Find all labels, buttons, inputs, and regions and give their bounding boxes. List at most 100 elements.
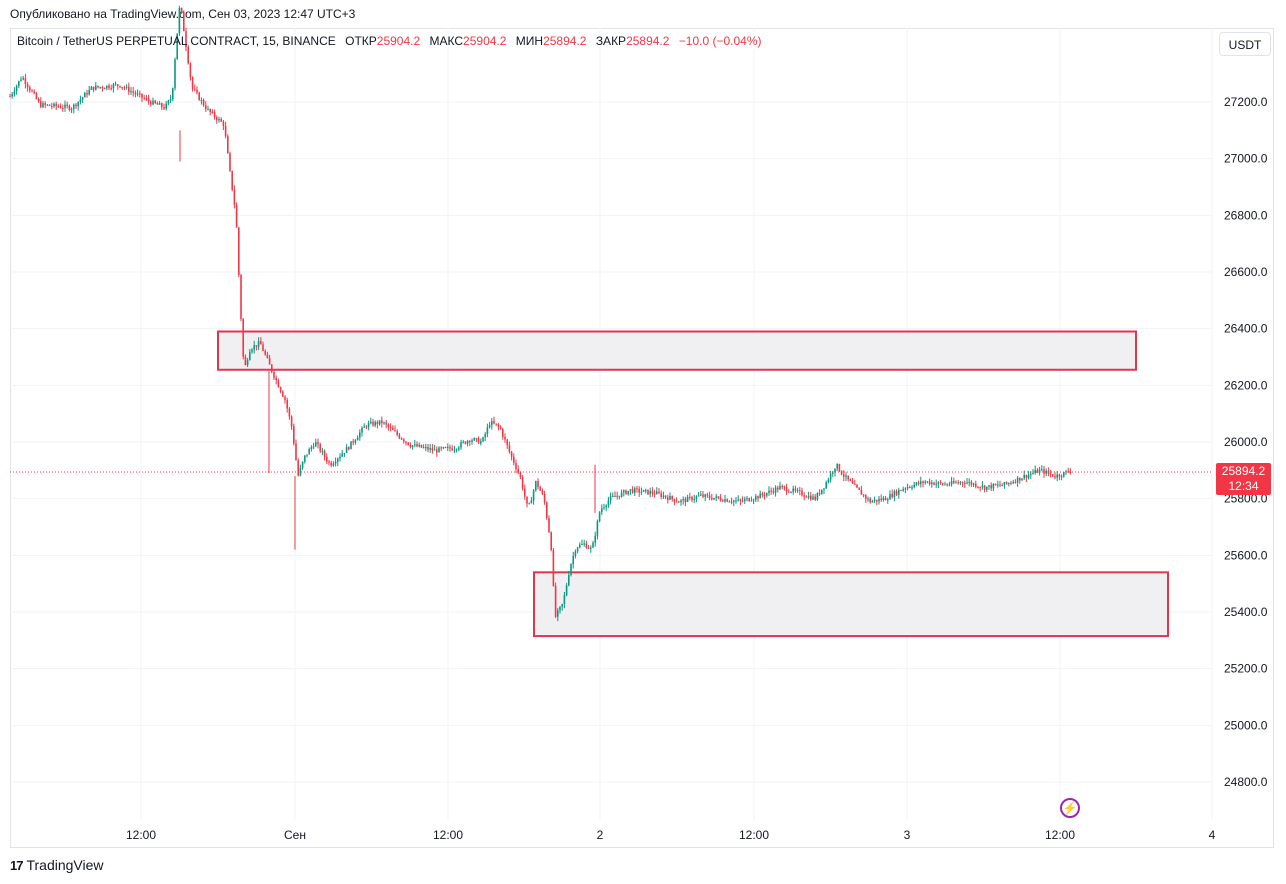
candle — [997, 480, 999, 488]
candle-body — [579, 544, 581, 548]
candle — [257, 337, 260, 350]
candle — [161, 102, 163, 111]
candle-body — [530, 500, 533, 504]
candle — [440, 446, 442, 452]
candle — [407, 442, 409, 446]
candle-body — [68, 105, 71, 110]
candle-body — [442, 447, 445, 449]
currency-button[interactable]: USDT — [1219, 32, 1271, 56]
candle-body — [35, 93, 38, 99]
candle-body — [57, 106, 60, 108]
x-tick-label: Сен — [284, 828, 306, 842]
candle-body — [482, 437, 484, 442]
candle-body — [86, 92, 88, 95]
candle-body — [389, 427, 392, 429]
candle — [715, 493, 717, 502]
candle-body — [341, 453, 343, 457]
candle — [20, 76, 22, 82]
candle-body — [1030, 473, 1032, 475]
candle-body — [416, 444, 418, 447]
candle — [33, 89, 35, 95]
candle-body — [988, 485, 990, 487]
candle — [132, 86, 134, 97]
candle-body — [361, 427, 363, 433]
candle-body — [1010, 482, 1012, 484]
candle-body — [1058, 474, 1061, 477]
candle — [669, 492, 671, 501]
candle — [1052, 474, 1054, 478]
candle — [1063, 471, 1065, 478]
candle — [1014, 479, 1017, 484]
candle — [1069, 468, 1072, 475]
candle — [205, 101, 207, 112]
candle-body — [607, 500, 610, 506]
candle-body — [647, 489, 649, 495]
footer-logo[interactable]: 17 TradingView — [10, 857, 104, 873]
candle — [158, 100, 161, 105]
candle — [519, 471, 522, 480]
candle — [458, 446, 460, 452]
candle-body — [755, 496, 757, 500]
candle-body — [532, 490, 535, 501]
candle-body — [695, 496, 698, 499]
candle — [783, 485, 786, 491]
chart-frame[interactable] — [10, 28, 1274, 848]
candle-body — [244, 356, 247, 366]
candle-body — [548, 518, 550, 533]
high-value: 25904.2 — [463, 34, 507, 48]
candle — [915, 481, 918, 487]
candle — [662, 491, 665, 500]
candle-body — [491, 420, 493, 426]
candle-body — [777, 487, 779, 490]
candle-body — [528, 503, 530, 505]
candle-body — [761, 493, 764, 495]
candle — [810, 491, 812, 501]
lightning-icon[interactable]: ⚡ — [1060, 798, 1080, 818]
candle-body — [950, 481, 953, 485]
candle-body — [656, 491, 658, 495]
candle — [979, 486, 981, 492]
candle — [211, 109, 214, 114]
candle — [713, 497, 715, 501]
candle — [1001, 483, 1003, 487]
candle — [200, 97, 203, 105]
candle — [376, 420, 379, 429]
candle — [686, 494, 689, 503]
candle-body — [961, 482, 964, 484]
candle — [101, 85, 104, 92]
candle-body — [101, 87, 104, 89]
candle-body — [840, 471, 843, 475]
candle-body — [286, 399, 288, 409]
candle-body — [158, 103, 161, 105]
candle-body — [675, 501, 678, 503]
candle-body — [400, 438, 403, 440]
candle-body — [796, 490, 799, 492]
candle-body — [117, 84, 119, 86]
candle-body — [99, 87, 101, 89]
x-tick-label: 12:00 — [433, 828, 463, 842]
candle-body — [308, 449, 310, 455]
candle — [62, 104, 64, 112]
candle-body — [359, 432, 361, 438]
candle — [77, 101, 79, 111]
candle-body — [981, 485, 984, 488]
change-value: −10.0 (−0.04%) — [678, 34, 762, 48]
candle-body — [198, 92, 200, 101]
candle — [777, 485, 779, 493]
x-tick-label: 12:00 — [1045, 828, 1075, 842]
candle-body — [81, 97, 84, 100]
x-tick-label: 4 — [1209, 828, 1216, 842]
candle — [680, 499, 682, 506]
candle — [845, 472, 847, 481]
candle — [966, 478, 968, 485]
candle-body — [895, 491, 898, 495]
candle — [790, 491, 792, 494]
candle-body — [103, 88, 106, 90]
candle-body — [376, 421, 379, 425]
candle-body — [620, 492, 623, 497]
candle — [565, 582, 568, 597]
candle — [348, 446, 350, 451]
candle-body — [1069, 471, 1072, 473]
candle-body — [211, 112, 214, 114]
